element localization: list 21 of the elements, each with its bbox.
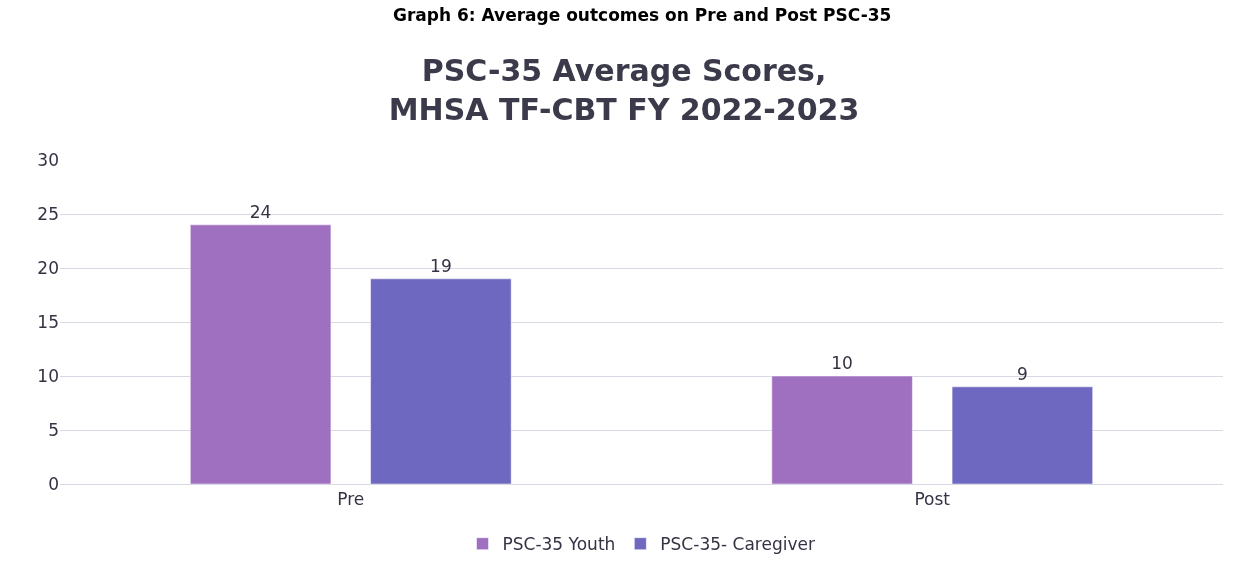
legend-label: PSC-35- Caregiver [660, 534, 815, 555]
data-label: 24 [249, 201, 272, 222]
data-label: 10 [831, 353, 853, 373]
y-tick-label: 30 [37, 149, 59, 170]
data-label: 19 [430, 255, 452, 276]
data-label: 9 [1016, 363, 1028, 384]
y-tick-label: 15 [37, 311, 59, 332]
y-tick-label: 25 [37, 203, 59, 224]
x-tick-label: Pre [337, 489, 365, 510]
caption: Graph 6: Average outcomes on Pre and Post PSC-35 [393, 5, 892, 25]
chart-title: PSC-35 Average Scores, MHSA TF-CBT FY 2022-2023 [388, 53, 860, 128]
bar [370, 278, 512, 484]
y-tick-label: 5 [48, 419, 59, 440]
bar [951, 386, 1093, 484]
y-tick-label: 10 [37, 365, 59, 386]
y-tick-label: 20 [37, 257, 59, 278]
legend-label: PSC-35 Youth [502, 534, 616, 555]
y-tick-label: 0 [48, 473, 59, 494]
bar [771, 375, 913, 484]
bar [190, 224, 332, 484]
x-tick-label: Post [914, 489, 951, 510]
